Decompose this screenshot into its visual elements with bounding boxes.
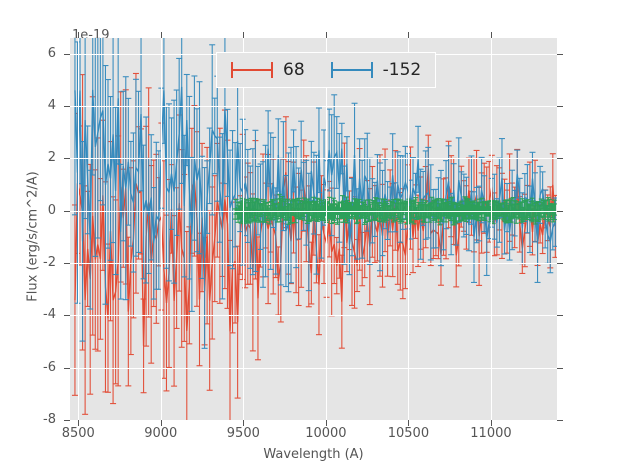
legend-label: -152	[382, 60, 422, 80]
y-axis-tick-right	[557, 420, 563, 421]
y-axis-tick	[64, 263, 70, 264]
y-axis-tick-label: -8	[43, 412, 56, 427]
y-axis-tick	[64, 158, 70, 160]
x-axis-tick-label: 11000	[470, 426, 512, 441]
y-axis-label: Flux (erg/s/cm^2/A)	[25, 171, 41, 302]
gridline-vertical	[243, 38, 244, 420]
x-axis-tick-top	[490, 32, 492, 38]
gridline-horizontal	[70, 158, 557, 159]
y-axis-tick-right	[557, 158, 563, 160]
data-layer	[71, 38, 557, 420]
x-axis-tick-top	[78, 32, 80, 38]
y-axis-tick-right	[557, 106, 563, 108]
y-axis-tick	[64, 210, 70, 212]
x-axis-tick-label: 10000	[305, 426, 347, 441]
errorbar-icon	[330, 62, 373, 78]
y-axis-tick	[64, 106, 70, 108]
x-axis-tick-label: 9000	[144, 426, 178, 441]
x-axis-tick-top	[408, 32, 410, 38]
x-axis-label: Wavelength (A)	[263, 447, 364, 462]
gridline-vertical	[326, 38, 327, 420]
y-axis-tick-label: -4	[43, 307, 56, 323]
gridline-vertical	[78, 38, 79, 420]
x-axis-tick-top	[243, 32, 245, 38]
y-axis-tick-label: -6	[43, 359, 56, 375]
legend-entry--152: -152	[330, 60, 422, 80]
y-axis-tick-label: 0	[47, 202, 56, 218]
y-axis-tick	[64, 53, 70, 55]
x-axis-tick-label: 8500	[61, 426, 95, 441]
legend-label: 68	[283, 60, 305, 80]
gridline-horizontal	[70, 211, 557, 212]
y-axis-tick-right	[557, 210, 563, 212]
gridline-vertical	[161, 38, 162, 420]
x-axis-tick-top	[160, 32, 162, 38]
x-axis-tick	[243, 420, 245, 426]
x-axis-tick	[408, 420, 410, 426]
y-axis-tick-right	[557, 263, 563, 264]
gridline-horizontal	[70, 106, 557, 107]
y-axis-tick	[64, 420, 70, 421]
y-axis-tick-right	[557, 315, 563, 317]
y-axis-tick-label: 4	[47, 98, 56, 114]
errorbar-icon	[231, 62, 273, 78]
y-axis-tick-label: 6	[47, 45, 56, 61]
y-axis-tick-right	[557, 53, 563, 55]
y-axis-tick-right	[557, 367, 563, 369]
gridline-horizontal	[70, 263, 557, 264]
x-axis-tick	[490, 420, 492, 426]
gridline-vertical	[491, 38, 492, 420]
gridline-horizontal	[70, 315, 557, 316]
y-axis-tick-label: -2	[43, 255, 56, 270]
x-axis-tick	[78, 420, 80, 426]
legend-entry-68: 68	[231, 60, 305, 80]
line-68	[74, 168, 556, 346]
series-reference	[232, 193, 557, 226]
legend: 68 -152	[216, 52, 437, 88]
x-axis-tick-label: 10500	[387, 426, 430, 441]
x-axis-tick-label: 9500	[226, 426, 260, 441]
gridline-horizontal	[70, 368, 557, 369]
y-axis-tick	[64, 367, 70, 369]
y-axis-tick	[64, 315, 70, 317]
x-axis-tick-top	[325, 32, 327, 38]
y-axis-tick-label: 2	[47, 150, 56, 166]
plot-area	[70, 38, 557, 420]
gridline-vertical	[408, 38, 409, 420]
x-axis-tick	[325, 420, 327, 426]
x-axis-tick	[160, 420, 162, 426]
